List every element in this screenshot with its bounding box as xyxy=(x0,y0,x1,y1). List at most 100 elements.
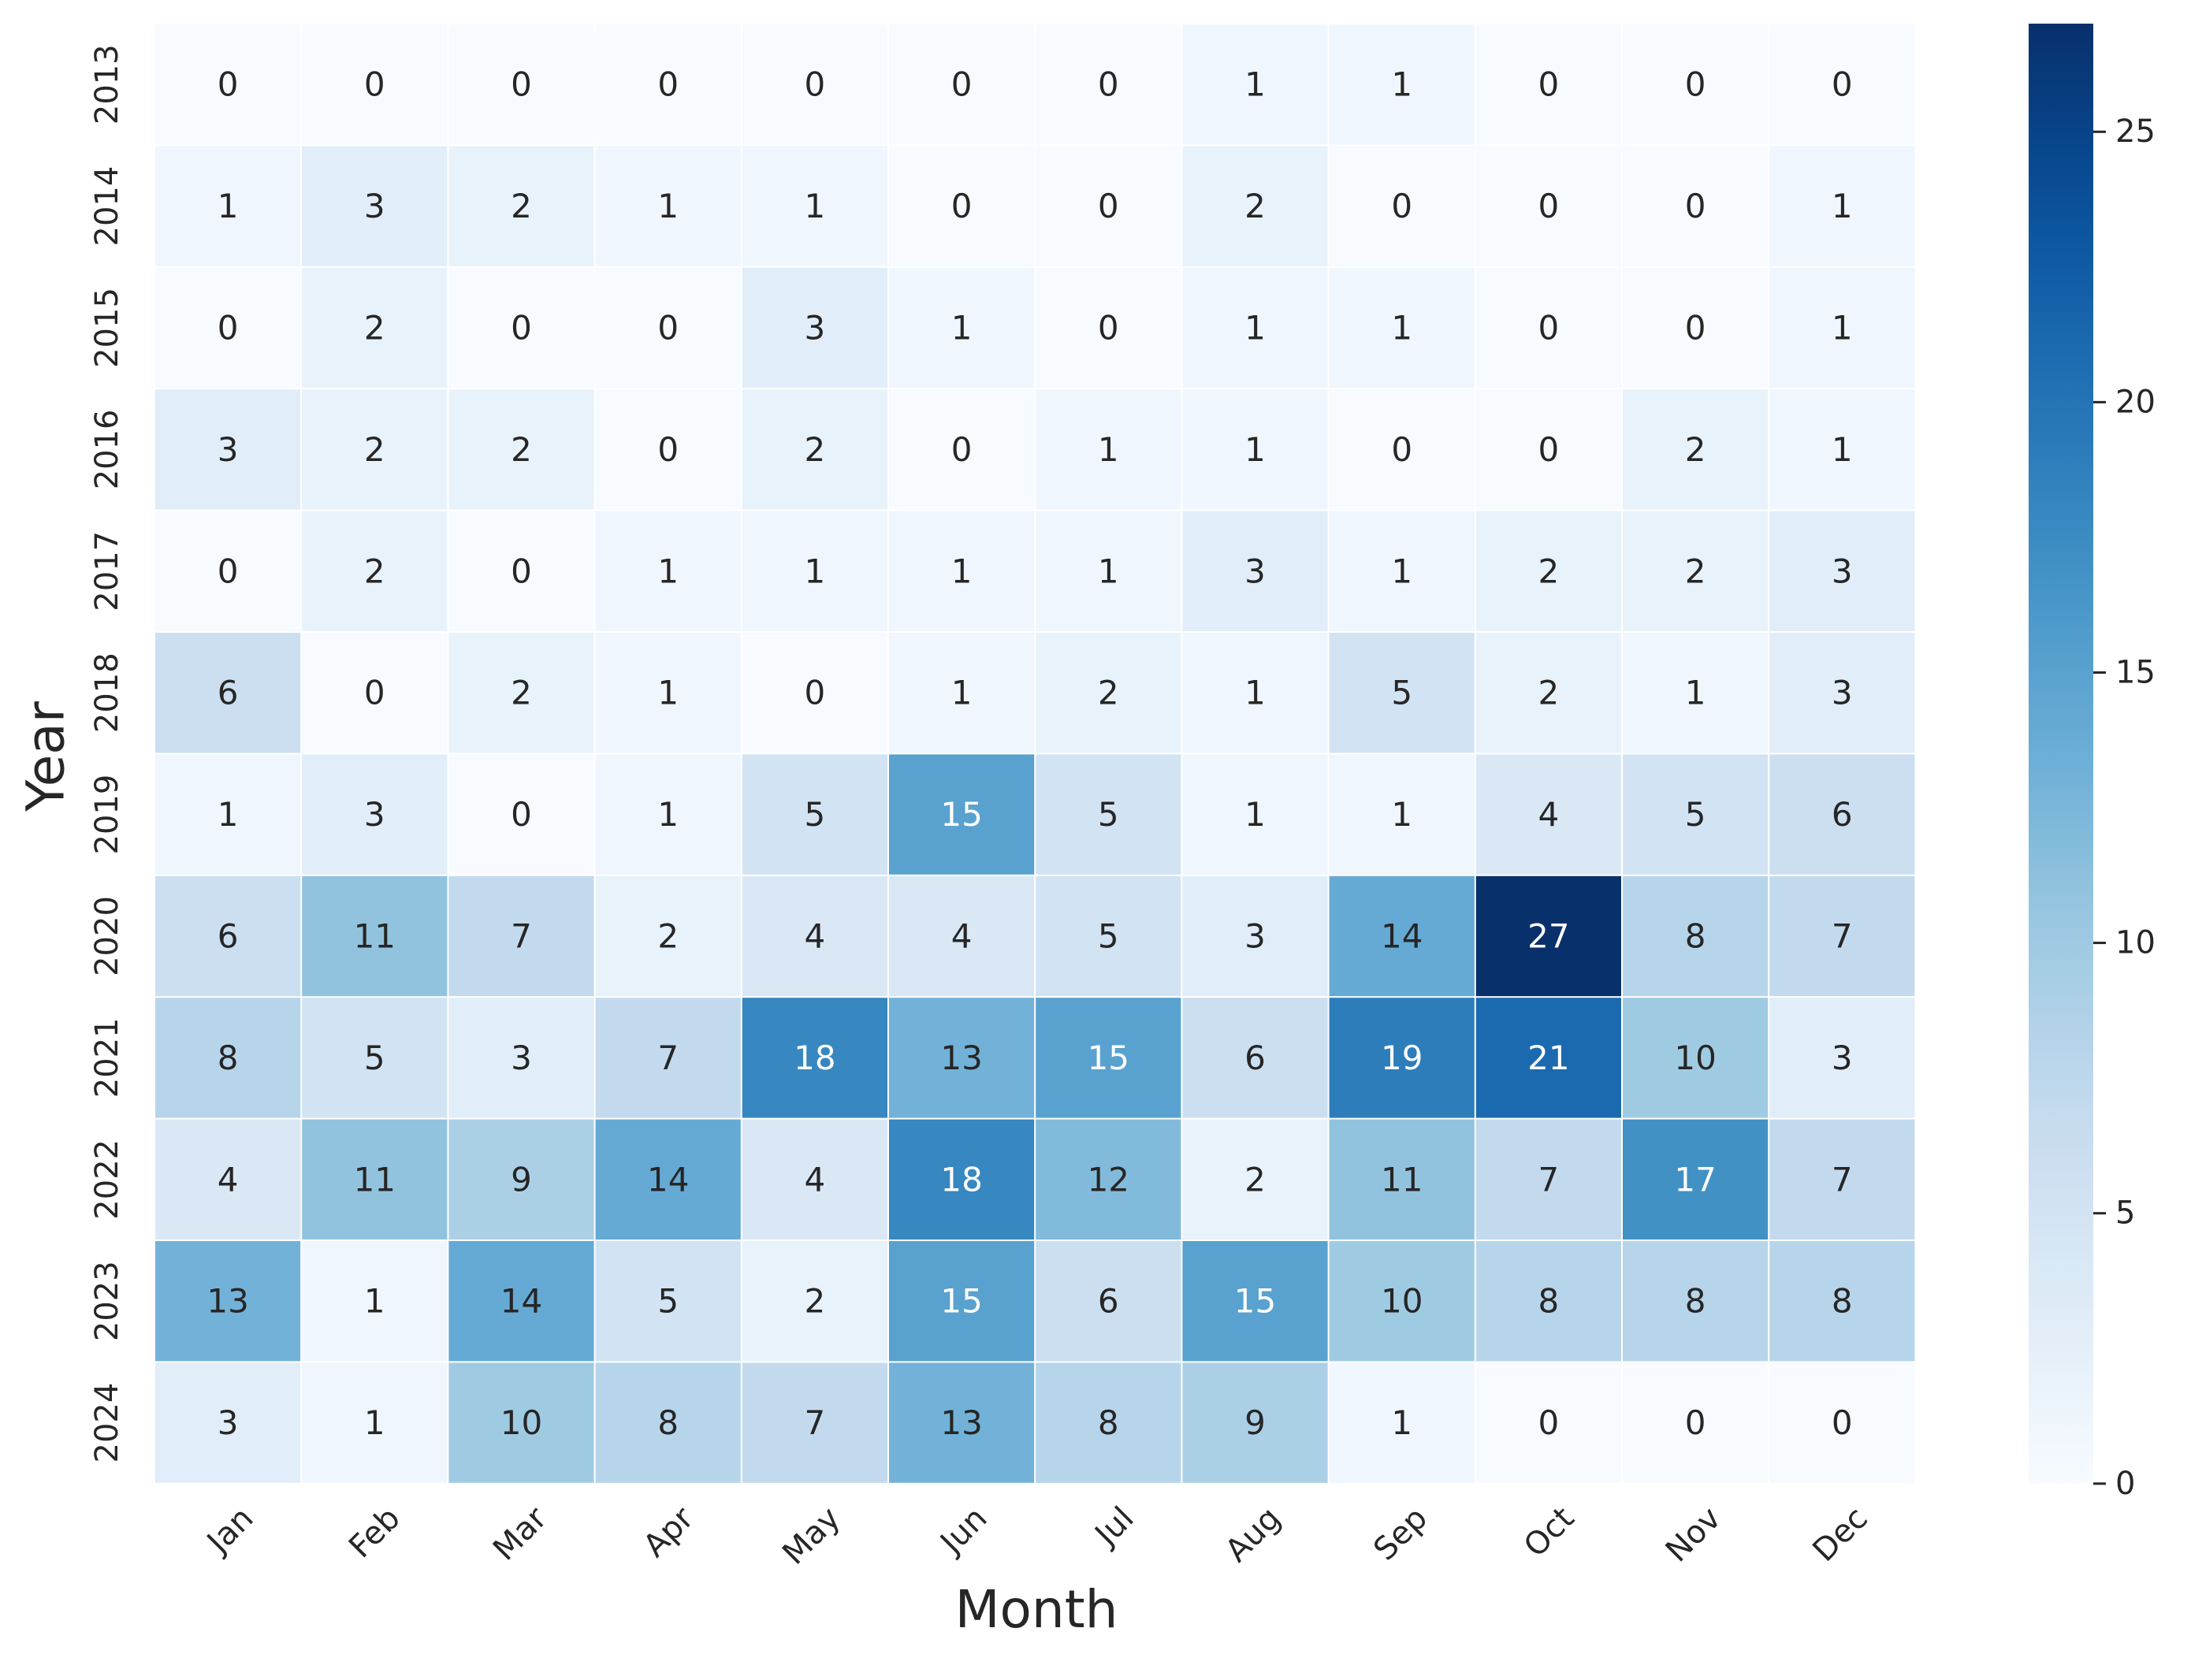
cell-value-label: 0 xyxy=(1832,65,1853,104)
heatmap-cell xyxy=(889,24,1035,145)
heatmap-cell xyxy=(1036,267,1181,388)
heatmap-cell xyxy=(1475,1362,1621,1483)
cell-value-label: 7 xyxy=(1538,1160,1560,1199)
cell-value-label: 2 xyxy=(1685,552,1706,590)
heatmap-cell xyxy=(448,633,594,753)
cell-value-label: 3 xyxy=(364,795,385,834)
heatmap-cell xyxy=(1623,633,1769,753)
heatmap-cell xyxy=(1182,267,1328,388)
cell-value-label: 1 xyxy=(657,187,679,225)
cell-value-label: 15 xyxy=(1088,1039,1129,1077)
cell-value-label: 27 xyxy=(1527,917,1569,956)
heatmap-cell xyxy=(302,875,448,997)
cell-value-label: 1 xyxy=(218,187,239,225)
cell-value-label: 1 xyxy=(657,795,679,834)
heatmap-cell xyxy=(155,1119,301,1240)
cell-value-label: 11 xyxy=(1381,1160,1423,1199)
cell-value-label: 0 xyxy=(805,674,826,712)
heatmap-cell xyxy=(889,511,1035,631)
cell-value-label: 6 xyxy=(1832,795,1853,834)
heatmap-cell xyxy=(742,267,887,388)
cell-value-label: 5 xyxy=(364,1039,385,1077)
cell-value-label: 4 xyxy=(805,1160,826,1199)
heatmap-cell xyxy=(302,633,448,753)
y-tick-label: 2015 xyxy=(89,288,125,368)
cell-value-label: 0 xyxy=(1538,187,1560,225)
cell-value-label: 7 xyxy=(1832,1160,1853,1199)
x-tick-label: Sep xyxy=(1367,1500,1434,1568)
heatmap-cell xyxy=(595,1119,741,1240)
cell-value-label: 1 xyxy=(1244,65,1266,104)
cell-value-label: 1 xyxy=(1244,674,1266,712)
heatmap-cell xyxy=(1036,754,1181,875)
colorbar-scale xyxy=(2029,24,2093,1484)
heatmap-cell xyxy=(448,875,594,997)
cell-value-label: 2 xyxy=(1244,187,1266,225)
heatmap-cell xyxy=(1475,24,1621,145)
heatmap-cell xyxy=(1623,1241,1769,1362)
x-tick-label: Apr xyxy=(637,1500,701,1564)
cell-value-label: 1 xyxy=(1391,309,1412,348)
heatmap-cell xyxy=(1769,267,1915,388)
heatmap-cell xyxy=(1036,389,1181,510)
heatmap-cell xyxy=(889,998,1035,1118)
x-tick-label: Aug xyxy=(1218,1500,1288,1570)
cell-value-label: 2 xyxy=(364,309,385,348)
heatmap-cell xyxy=(595,998,741,1118)
x-tick-label: Jan xyxy=(199,1500,260,1562)
heatmap-cell xyxy=(1769,24,1915,145)
cell-value-label: 1 xyxy=(951,309,973,348)
heatmap-cell xyxy=(1769,754,1915,875)
cell-value-label: 5 xyxy=(1098,795,1119,834)
cell-value-label: 5 xyxy=(805,795,826,834)
cell-value-label: 1 xyxy=(657,674,679,712)
heatmap-cell xyxy=(1769,389,1915,510)
heatmap-cell xyxy=(302,1362,448,1483)
heatmap-cell xyxy=(1623,875,1769,997)
cell-value-label: 0 xyxy=(1098,309,1119,348)
heatmap-cell xyxy=(889,1119,1035,1240)
heatmap-cell xyxy=(155,389,301,510)
heatmap-cell xyxy=(1475,998,1621,1118)
colorbar-ticks: 0 5 10 15 20 25 xyxy=(2093,113,2156,1502)
x-axis-title: Month xyxy=(955,1579,1118,1640)
heatmap-cell xyxy=(155,511,301,631)
heatmap-cell xyxy=(889,267,1035,388)
heatmap-cell xyxy=(1475,389,1621,510)
cell-value-label: 14 xyxy=(647,1160,689,1199)
heatmap-cell xyxy=(1769,1362,1915,1483)
y-tick-label: 2021 xyxy=(89,1018,125,1098)
heatmap-cell xyxy=(1329,1362,1475,1483)
heatmap-cell xyxy=(155,998,301,1118)
cell-value-label: 19 xyxy=(1381,1039,1423,1077)
heatmap-cell xyxy=(1182,389,1328,510)
heatmap-cell xyxy=(1623,146,1769,266)
y-tick-label: 2019 xyxy=(89,775,125,855)
y-tick-label: 2014 xyxy=(89,166,125,247)
heatmap-cell xyxy=(1623,389,1769,510)
cell-value-label: 0 xyxy=(1538,309,1560,348)
cell-value-label: 1 xyxy=(364,1282,385,1321)
cell-value-label: 10 xyxy=(500,1403,542,1442)
cell-value-label: 4 xyxy=(1538,795,1560,834)
cell-value-label: 0 xyxy=(1685,309,1706,348)
cell-value-label: 0 xyxy=(511,795,532,834)
cell-value-label: 5 xyxy=(1685,795,1706,834)
cell-value-label: 3 xyxy=(1832,1039,1853,1077)
cell-value-label: 0 xyxy=(218,65,239,104)
heatmap-cell xyxy=(1036,511,1181,631)
cell-value-label: 5 xyxy=(657,1282,679,1321)
heatmap-cell xyxy=(1329,633,1475,753)
heatmap-cell xyxy=(1036,146,1181,266)
cell-value-label: 0 xyxy=(805,65,826,104)
heatmap-cell xyxy=(1036,24,1181,145)
heatmap-cell xyxy=(1182,998,1328,1118)
y-tick-labels: 2013 2014 2015 2016 2017 2018 2019 2020 2021 2022… xyxy=(89,44,125,1463)
cell-value-label: 0 xyxy=(218,309,239,348)
heatmap-cell xyxy=(595,1362,741,1483)
cell-value-label: 0 xyxy=(1685,187,1706,225)
cell-value-label: 2 xyxy=(1244,1160,1266,1199)
cell-value-label: 3 xyxy=(805,309,826,348)
heatmap-cell xyxy=(448,1362,594,1483)
cell-value-label: 18 xyxy=(940,1160,982,1199)
